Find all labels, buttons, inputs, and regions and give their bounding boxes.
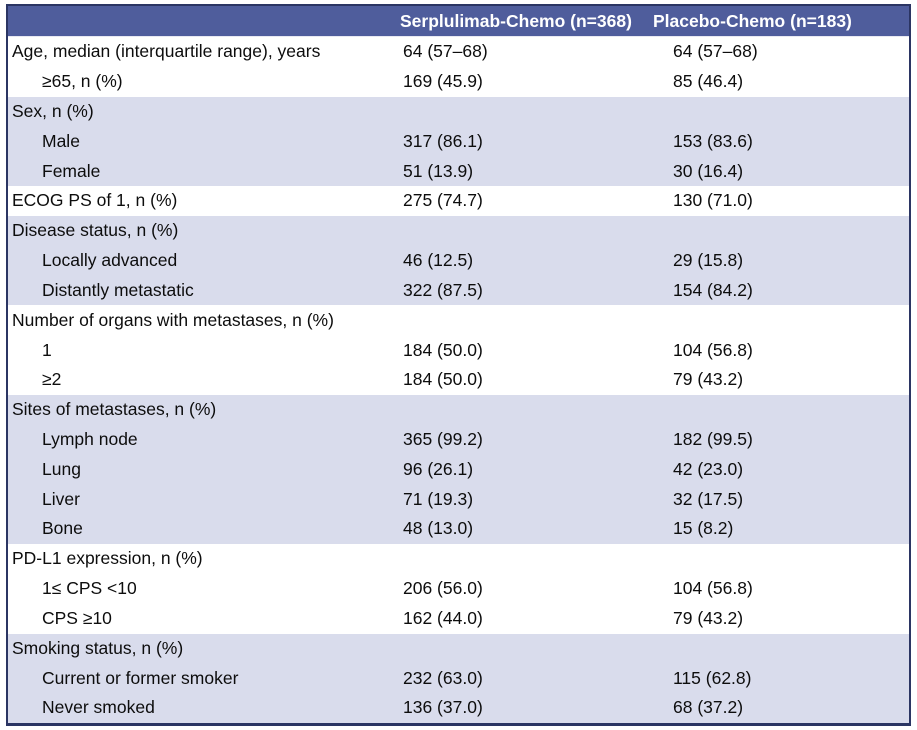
row-label: CPS ≥10 — [42, 608, 112, 628]
placebo-value: 154 (84.2) — [673, 280, 753, 300]
row-label: Current or former smoker — [42, 668, 239, 688]
placebo-value: 64 (57–68) — [673, 42, 758, 62]
serplulimab-value: 232 (63.0) — [403, 668, 483, 688]
table-row: ≥2 184 (50.0) 79 (43.2) — [8, 365, 909, 395]
serplulimab-value: 322 (87.5) — [403, 280, 483, 300]
table-row: CPS ≥10 162 (44.0) 79 (43.2) — [8, 603, 909, 634]
row-label: ≥65, n (%) — [42, 72, 123, 92]
placebo-value: 104 (56.8) — [673, 340, 753, 360]
placebo-value: 182 (99.5) — [673, 430, 753, 450]
table-row: Current or former smoker 232 (63.0) 115 … — [8, 663, 909, 694]
row-label: Lung — [42, 459, 81, 479]
table-row: Liver 71 (19.3) 32 (17.5) — [8, 484, 909, 515]
baseline-characteristics-table: Serplulimab-Chemo (n=368) Placebo-Chemo … — [6, 4, 911, 726]
table-row: ECOG PS of 1, n (%) 275 (74.7) 130 (71.0… — [8, 186, 909, 216]
table-row: Lung 96 (26.1) 42 (23.0) — [8, 454, 909, 485]
serplulimab-value: 162 (44.0) — [403, 608, 483, 628]
row-label: Sex, n (%) — [12, 101, 94, 121]
row-label: Male — [42, 131, 80, 151]
placebo-value: 15 (8.2) — [673, 519, 734, 539]
row-label: Liver — [42, 489, 80, 509]
table-row: Sex, n (%) — [8, 96, 909, 127]
serplulimab-value: 317 (86.1) — [403, 131, 483, 151]
row-label: Female — [42, 161, 101, 181]
serplulimab-value: 184 (50.0) — [403, 370, 483, 390]
row-label: Sites of metastases, n (%) — [12, 400, 217, 420]
serplulimab-value: 206 (56.0) — [403, 579, 483, 599]
table-row: Locally advanced 46 (12.5) 29 (15.8) — [8, 245, 909, 276]
table-row: 1≤ CPS <10 206 (56.0) 104 (56.8) — [8, 573, 909, 604]
table-row: Smoking status, n (%) — [8, 633, 909, 664]
table-row: Lymph node 365 (99.2) 182 (99.5) — [8, 424, 909, 455]
table-row: Disease status, n (%) — [8, 215, 909, 246]
table-row: 1 184 (50.0) 104 (56.8) — [8, 335, 909, 366]
serplulimab-value: 184 (50.0) — [403, 340, 483, 360]
table-row: ≥65, n (%) 169 (45.9) 85 (46.4) — [8, 66, 909, 97]
serplulimab-value: 64 (57–68) — [403, 42, 488, 62]
table-row: Male 317 (86.1) 153 (83.6) — [8, 126, 909, 157]
serplulimab-value: 275 (74.7) — [403, 191, 483, 211]
row-label: ≥2 — [42, 370, 62, 390]
table-row: Age, median (interquartile range), years… — [8, 37, 909, 67]
placebo-value: 79 (43.2) — [673, 370, 744, 390]
row-label: Locally advanced — [42, 251, 178, 271]
serplulimab-value: 48 (13.0) — [403, 519, 474, 539]
table-row: Number of organs with metastases, n (%) — [8, 305, 909, 336]
serplulimab-value: 71 (19.3) — [403, 489, 474, 509]
row-label: Lymph node — [42, 430, 138, 450]
serplulimab-value: 136 (37.0) — [403, 698, 483, 718]
column-header-placebo: Placebo-Chemo (n=183) — [653, 10, 852, 31]
serplulimab-value: 169 (45.9) — [403, 72, 483, 92]
row-label: ECOG PS of 1, n (%) — [12, 191, 178, 211]
table-row: Female 51 (13.9) 30 (16.4) — [8, 156, 909, 187]
table-row: Distantly metastatic 322 (87.5) 154 (84.… — [8, 275, 909, 306]
serplulimab-value: 365 (99.2) — [403, 430, 483, 450]
serplulimab-value: 51 (13.9) — [403, 161, 474, 181]
placebo-value: 68 (37.2) — [673, 698, 744, 718]
row-label: Never smoked — [42, 698, 155, 718]
table-row: Sites of metastases, n (%) — [8, 394, 909, 425]
placebo-value: 29 (15.8) — [673, 251, 744, 271]
placebo-value: 79 (43.2) — [673, 608, 744, 628]
table-row: Bone 48 (13.0) 15 (8.2) — [8, 514, 909, 545]
placebo-value: 42 (23.0) — [673, 459, 744, 479]
placebo-value: 104 (56.8) — [673, 579, 753, 599]
table-header-row: Serplulimab-Chemo (n=368) Placebo-Chemo … — [8, 6, 909, 37]
table-row: PD-L1 expression, n (%) — [8, 544, 909, 574]
serplulimab-value: 46 (12.5) — [403, 251, 474, 271]
row-label: 1 — [42, 340, 52, 360]
row-label: Smoking status, n (%) — [12, 638, 184, 658]
placebo-value: 32 (17.5) — [673, 489, 744, 509]
placebo-value: 30 (16.4) — [673, 161, 744, 181]
row-label: Age, median (interquartile range), years — [12, 42, 321, 62]
placebo-value: 115 (62.8) — [673, 668, 752, 688]
placebo-value: 130 (71.0) — [673, 191, 753, 211]
placebo-value: 153 (83.6) — [673, 131, 753, 151]
row-label: PD-L1 expression, n (%) — [12, 549, 203, 569]
row-label: Number of organs with metastases, n (%) — [12, 310, 334, 330]
column-header-serplulimab: Serplulimab-Chemo (n=368) — [400, 10, 632, 31]
row-label: Distantly metastatic — [42, 280, 194, 300]
serplulimab-value: 96 (26.1) — [403, 459, 474, 479]
row-label: Bone — [42, 519, 83, 539]
placebo-value: 85 (46.4) — [673, 72, 744, 92]
row-label: 1≤ CPS <10 — [42, 579, 137, 599]
row-label: Disease status, n (%) — [12, 221, 179, 241]
table-row: Never smoked 136 (37.0) 68 (37.2) — [8, 693, 909, 723]
